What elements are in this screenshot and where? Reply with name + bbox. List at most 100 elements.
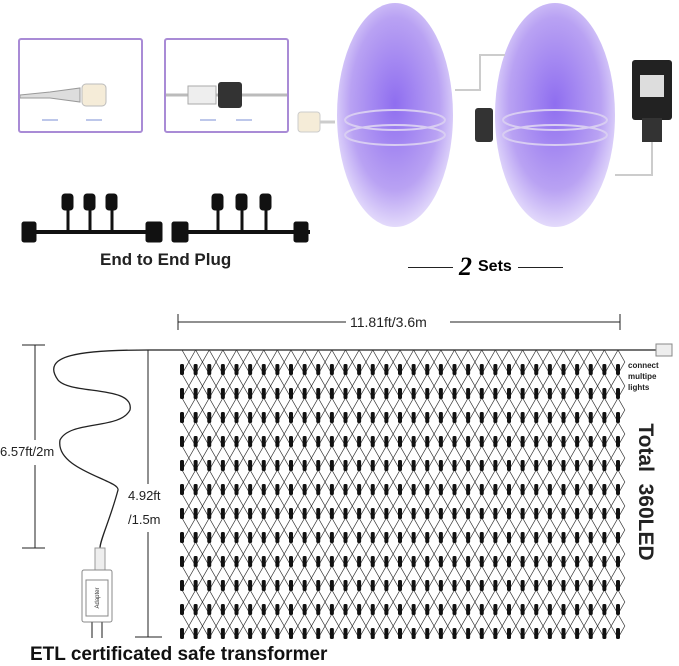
led-bulb xyxy=(466,484,471,495)
led-bulb xyxy=(479,604,484,615)
led-bulb xyxy=(561,604,566,615)
led-bulb xyxy=(207,484,212,495)
led-bulb xyxy=(220,508,225,519)
led-bulb xyxy=(207,508,212,519)
led-bulb xyxy=(329,412,334,423)
end-connector-icon xyxy=(655,343,673,357)
led-bulb xyxy=(370,508,375,519)
led-bulb xyxy=(207,364,212,375)
led-bulb xyxy=(343,580,348,591)
led-bulb xyxy=(275,388,280,399)
led-bulb xyxy=(343,484,348,495)
led-bulb xyxy=(479,412,484,423)
led-bulb xyxy=(329,484,334,495)
led-bulb xyxy=(207,412,212,423)
light-bundle-1 xyxy=(337,3,453,227)
connector-detail-unplugged xyxy=(18,38,143,133)
led-bulb xyxy=(466,556,471,567)
end-to-end-plug-illustration xyxy=(21,193,310,243)
led-bulb xyxy=(561,364,566,375)
led-bulb xyxy=(398,436,402,447)
led-bulb xyxy=(411,484,416,495)
led-bulb xyxy=(452,556,457,567)
led-bulb xyxy=(547,508,552,519)
led-bulb xyxy=(316,460,321,471)
sets-number: 2 xyxy=(459,252,472,281)
led-bulb xyxy=(316,484,321,495)
led-bulb xyxy=(329,628,334,639)
led-bulb xyxy=(466,388,471,399)
led-bulb xyxy=(493,388,498,399)
led-bulb xyxy=(493,484,498,495)
led-bulb xyxy=(411,460,416,471)
led-bulb xyxy=(207,460,212,471)
led-bulb xyxy=(329,556,334,567)
led-bulb xyxy=(207,556,212,567)
led-bulb xyxy=(329,436,334,447)
led-bulb xyxy=(180,532,184,543)
led-bulb xyxy=(275,460,280,471)
led-bulb xyxy=(248,364,253,375)
led-bulb xyxy=(207,436,212,447)
led-bulb xyxy=(220,460,225,471)
led-bulb xyxy=(588,388,593,399)
led-bulb xyxy=(289,436,293,447)
led-bulb xyxy=(616,508,620,519)
led-bulb xyxy=(275,436,280,447)
led-bulb xyxy=(357,628,362,639)
led-bulb xyxy=(398,484,402,495)
led-bulb xyxy=(180,436,184,447)
multiple-lights-text: multipe lights xyxy=(628,372,657,392)
led-bulb xyxy=(616,364,620,375)
led-bulb xyxy=(248,412,253,423)
led-bulb xyxy=(602,508,607,519)
led-bulb xyxy=(384,508,389,519)
led-bulb xyxy=(343,388,348,399)
led-bulb xyxy=(452,412,457,423)
led-bulb xyxy=(547,460,552,471)
led-bulb xyxy=(302,388,307,399)
led-bulb xyxy=(602,484,607,495)
led-bulb xyxy=(547,532,552,543)
led-bulb xyxy=(588,532,593,543)
led-bulb xyxy=(289,604,293,615)
led-bulb xyxy=(479,436,484,447)
led-bulb xyxy=(493,604,498,615)
connect-label: connect multipe lights xyxy=(628,360,679,393)
adapter-plug-icon xyxy=(94,547,106,571)
led-bulb xyxy=(452,580,457,591)
divider xyxy=(408,266,453,268)
led-bulb xyxy=(520,460,525,471)
led-bulb xyxy=(561,460,566,471)
led-bulb xyxy=(493,460,498,471)
led-bulb xyxy=(302,484,307,495)
led-bulb xyxy=(575,460,580,471)
led-bulb xyxy=(343,532,348,543)
led-bulb xyxy=(438,484,443,495)
led-bulb xyxy=(207,628,212,639)
led-bulb xyxy=(452,604,457,615)
led-bulb xyxy=(316,628,321,639)
led-bulb xyxy=(207,388,212,399)
led-bulb xyxy=(466,580,471,591)
led-bulb xyxy=(357,556,362,567)
led-bulb xyxy=(343,436,348,447)
led-bulb xyxy=(534,436,539,447)
led-bulb xyxy=(452,484,457,495)
led-bulb xyxy=(261,388,266,399)
led-bulb xyxy=(302,604,307,615)
led-bulb xyxy=(343,508,348,519)
led-bulb xyxy=(275,532,280,543)
led-bulb xyxy=(411,388,416,399)
net-height-m: /1.5m xyxy=(128,512,161,527)
led-bulb xyxy=(547,412,552,423)
led-bulb xyxy=(193,484,198,495)
net-height-label: 4.92ft /1.5m xyxy=(128,484,161,532)
connector-unplugged-icon xyxy=(20,83,107,121)
led-bulb xyxy=(180,556,184,567)
led-bulb xyxy=(602,556,607,567)
led-bulb xyxy=(575,364,580,375)
led-bulb xyxy=(384,628,389,639)
led-bulb xyxy=(220,580,225,591)
led-bulb xyxy=(384,388,389,399)
